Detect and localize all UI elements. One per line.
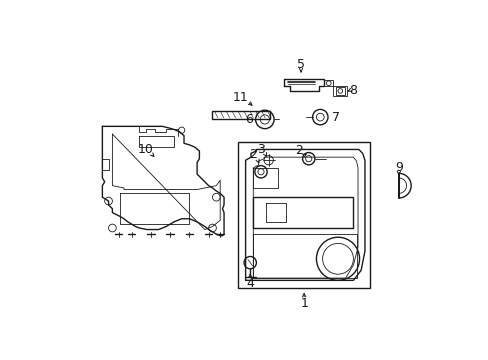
Bar bbox=[238, 142, 369, 288]
Bar bbox=[333, 86, 346, 96]
Text: 3: 3 bbox=[257, 143, 264, 156]
Text: 5: 5 bbox=[296, 58, 305, 71]
Text: 11: 11 bbox=[233, 91, 248, 104]
Text: 2: 2 bbox=[295, 144, 303, 157]
Bar bbox=[335, 87, 344, 95]
Text: 10: 10 bbox=[137, 143, 153, 156]
Text: 6: 6 bbox=[244, 113, 252, 126]
Text: 7: 7 bbox=[331, 111, 339, 123]
Text: 1: 1 bbox=[300, 297, 307, 310]
Text: 2: 2 bbox=[249, 148, 257, 161]
Text: 4: 4 bbox=[246, 277, 254, 290]
Text: 8: 8 bbox=[349, 85, 357, 98]
Text: 9: 9 bbox=[394, 161, 402, 175]
Bar bbox=[212, 111, 270, 119]
